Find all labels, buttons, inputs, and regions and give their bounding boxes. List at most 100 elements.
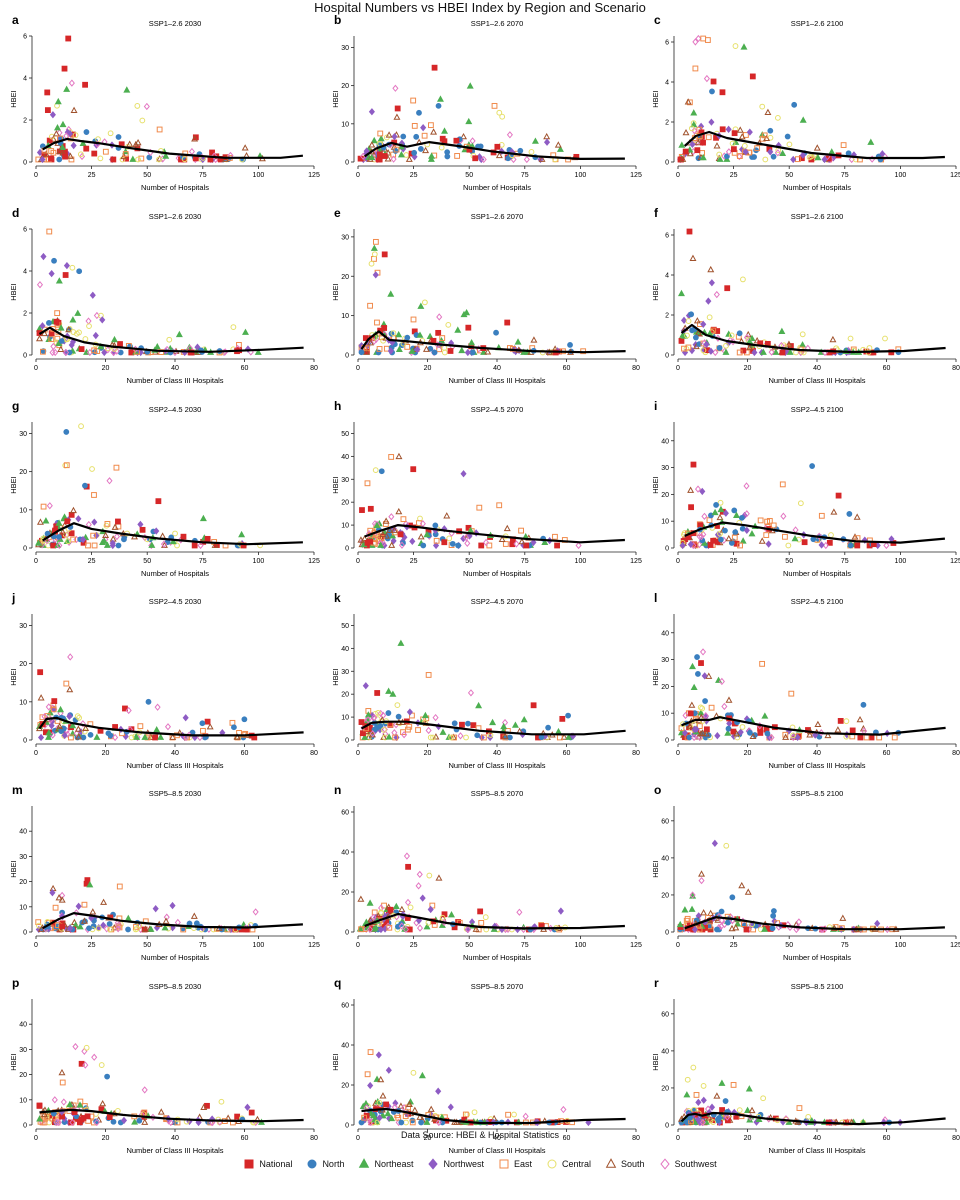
scatter-point [100,898,108,905]
x-tick-label: 0 [34,558,38,565]
scatter-point [373,238,379,245]
y-tick-label: 20 [19,1072,27,1079]
scatter-point [484,348,492,355]
scatter-point [57,345,65,352]
y-tick-label: 40 [661,1048,669,1055]
scatter-point [241,716,248,723]
scatter-point [466,532,473,540]
y-tick-label: 40 [661,855,669,862]
scatter-point [699,648,707,656]
trend-line [360,720,626,736]
y-tick-label: 0 [665,1123,669,1130]
scatter-point [446,535,453,542]
scatter-point [491,102,498,109]
scatter-point [853,513,861,520]
scatter-point [708,118,715,126]
scatter-point [99,316,106,324]
scatter-point [868,734,875,741]
scatter-point [161,924,169,931]
scatter-point [411,149,418,156]
y-axis-label: HBEI [331,283,340,301]
x-tick-label: 40 [813,750,821,757]
scatter-point [107,926,114,933]
scatter-point [371,251,378,258]
scatter-point [406,926,413,933]
scatter-point [134,138,142,146]
scatter-point [66,349,73,356]
scatter-point [407,904,414,911]
scatter-point [138,155,145,162]
x-tick-label: 60 [563,1135,571,1142]
scatter-point [83,1044,90,1051]
scatter-point [410,316,417,323]
x-tick-label: 50 [143,172,151,179]
scatter-point [740,43,748,50]
scatter-point [45,729,53,736]
x-tick-label: 0 [34,942,38,949]
y-tick-label: 20 [661,492,669,499]
scatter-point [74,309,82,316]
scatter-point [63,261,70,270]
scatter-point [438,144,445,151]
scatter-point [390,155,397,163]
scatter-point [455,542,462,549]
x-tick-label: 80 [310,365,318,372]
scatter-point [689,140,696,149]
scatter-point [860,701,867,708]
scatter-point [748,1106,756,1114]
panel-title: SSP2–4.5 2070 [471,597,524,606]
scatter-point [110,156,117,163]
x-tick-label: 60 [563,750,571,757]
panel-letter: l [654,591,657,605]
scatter-point [76,714,83,721]
scatter-point [742,148,749,156]
scatter-point [702,730,710,737]
scatter-point [694,147,701,154]
y-tick-label: 0 [23,1123,27,1130]
scatter-plot-e: e SSP1–2.6 2070 0 20 40 60 80 0 10 20 30 Number of … [331,206,640,385]
scatter-point [430,337,437,344]
scatter-point [77,151,84,158]
scatter-point [417,302,425,309]
x-tick-label: 25 [410,172,418,179]
scatter-point [737,728,744,736]
scatter-point [368,108,375,116]
scatter-points [36,1042,265,1127]
scatter-point [847,542,854,549]
y-tick-label: 10 [661,519,669,526]
scatter-point [743,510,750,518]
scatter-plot-h: h SSP2–4.5 2070 0 25 50 75 100 125 0 10 20 30 40 50 Nu… [331,399,642,578]
scatter-point [404,343,411,350]
scatter-point [386,526,394,533]
scatter-point [430,734,436,741]
scatter-point [417,515,423,522]
x-tick-label: 125 [308,558,320,565]
scatter-point [681,729,688,737]
scatter-point [59,923,65,930]
scatter-point [364,1071,371,1078]
y-tick-label: 40 [341,454,349,461]
scatter-plot-o: o SSP5–8.5 2100 0 25 50 75 100 125 0 20 40 60 Number… [651,783,960,962]
scatter-point [400,133,407,140]
scatter-point [379,530,387,538]
scatter-point [761,925,769,932]
scatter-point [684,98,692,105]
scatter-point [101,348,108,357]
scatter-point [714,732,721,740]
scatter-point [478,542,485,549]
scatter-point [719,89,726,96]
scatter-point [683,1091,691,1098]
scatter-point [830,508,838,515]
scatter-point [183,733,190,742]
y-tick-label: 20 [661,892,669,899]
x-tick-label: 75 [521,558,529,565]
y-tick-label: 10 [341,715,349,722]
x-tick-label: 50 [785,172,793,179]
scatter-point [123,86,131,93]
legend-label: East [514,1159,533,1169]
x-tick-label: 20 [744,750,752,757]
scatter-point [59,1079,66,1086]
scatter-point [426,872,433,879]
scatter-point [206,723,214,730]
scatter-point [81,901,88,908]
